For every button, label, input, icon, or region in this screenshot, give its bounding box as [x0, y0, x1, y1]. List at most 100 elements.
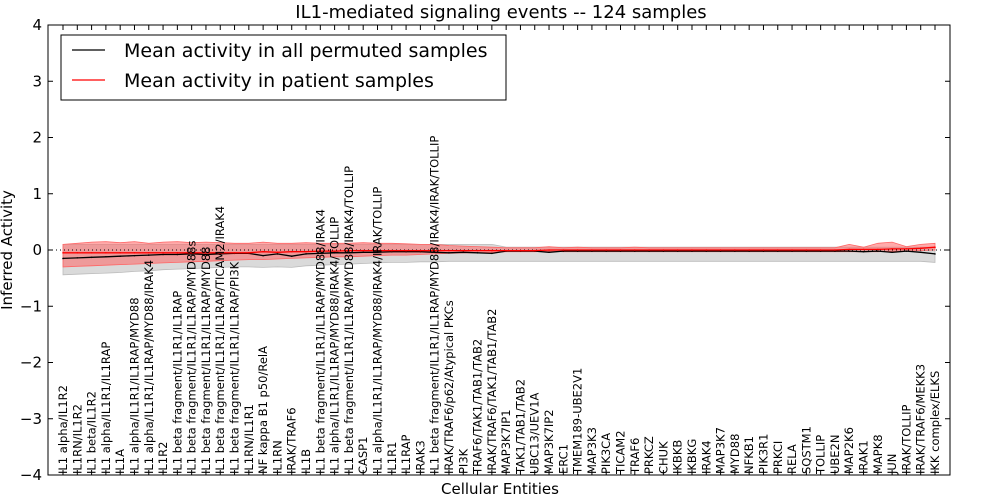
data-point-patient — [90, 252, 93, 254]
data-point-patient — [591, 249, 593, 251]
x-tick-label: IKBKB — [671, 440, 685, 474]
x-tick-label: IRAK3 — [413, 440, 427, 474]
data-point-permuted — [262, 254, 264, 257]
data-point-patient — [390, 249, 393, 252]
x-tick-label: IL1RN/IL1R2 — [70, 404, 84, 474]
y-tick-label: 2 — [32, 129, 42, 147]
x-tick-label: IL1 beta fragment/IL1R1/IL1RAP/MYD88 — [199, 247, 213, 474]
y-tick-label: −4 — [20, 466, 42, 484]
data-point-patient — [505, 249, 507, 252]
data-point-permuted — [705, 250, 708, 252]
x-tick-label: TRAF6 — [628, 438, 642, 475]
data-point-permuted — [676, 250, 679, 252]
data-point-patient — [262, 250, 264, 253]
x-tick-label: IRAK/TRAF6/p62/Atypical PKCs — [442, 300, 456, 474]
data-point-permuted — [162, 253, 164, 256]
data-point-permuted — [719, 250, 722, 252]
data-point-permuted — [90, 256, 93, 259]
x-tick-label: IRAK/TRAF6/TAK1/TAB1/TAB2 — [485, 309, 499, 474]
permuted-mean-line — [62, 250, 936, 260]
x-tick-label: PI3K — [456, 448, 470, 474]
x-tick-label: TOLLIP — [814, 435, 828, 475]
data-point-permuted — [133, 254, 136, 257]
data-point-patient — [877, 248, 879, 251]
x-tick-label: IRAK4 — [699, 440, 713, 474]
data-point-patient — [634, 249, 636, 251]
x-tick-label: IRAK1 — [857, 440, 871, 474]
data-point-permuted — [605, 250, 608, 252]
x-tick-label: MAP3K7IP1 — [499, 409, 513, 474]
x-tick-label: IL1 beta fragment/IL1R1/IL1RAP — [170, 291, 184, 474]
data-point-patient — [162, 252, 164, 254]
legend-label-permuted: Mean activity in all permuted samples — [124, 40, 487, 62]
x-tick-label: IL1 beta/IL1R2 — [85, 391, 99, 474]
data-point-patient — [419, 249, 422, 252]
data-point-permuted — [748, 250, 750, 252]
data-point-permuted — [562, 250, 565, 252]
x-tick-label: RELA — [785, 444, 799, 474]
data-point-permuted — [348, 252, 350, 254]
x-tick-label: TRAF6/TAK1/TAB1/TAB2 — [471, 339, 485, 475]
x-tick-label: IL1 alpha/IL1R1/IL1RAP — [99, 342, 113, 474]
x-tick-label: IKBKG — [685, 439, 699, 474]
data-point-patient — [147, 252, 150, 254]
x-tick-label: MAP3K7IP2 — [542, 409, 556, 474]
data-point-permuted — [62, 257, 64, 260]
data-point-permuted — [576, 250, 579, 252]
data-point-permuted — [662, 250, 665, 252]
y-tick-label: −3 — [20, 410, 42, 428]
data-point-patient — [362, 249, 364, 252]
x-tick-label: TICAM2 — [614, 430, 628, 475]
data-point-permuted — [905, 250, 908, 252]
data-point-permuted — [390, 250, 393, 253]
data-point-patient — [76, 252, 79, 254]
legend-box — [60, 34, 507, 101]
data-point-patient — [276, 251, 279, 254]
data-point-patient — [448, 249, 450, 252]
data-point-permuted — [877, 250, 879, 252]
x-tick-label: PRKCZ — [642, 436, 656, 474]
data-point-permuted — [619, 250, 622, 252]
y-tick-label: 1 — [32, 185, 42, 203]
data-point-patient — [305, 250, 307, 253]
data-point-patient — [433, 249, 436, 252]
data-point-patient — [405, 249, 407, 252]
data-point-patient — [719, 249, 722, 251]
legend-label-patient: Mean activity in patient samples — [124, 70, 434, 92]
data-point-patient — [691, 249, 693, 251]
data-point-patient — [734, 249, 736, 251]
data-point-permuted — [548, 251, 550, 254]
data-point-permuted — [76, 257, 79, 259]
data-point-patient — [476, 249, 479, 252]
data-point-permuted — [448, 252, 450, 254]
x-tick-label: TMEM189-UBE2V1 — [571, 368, 585, 475]
data-point-patient — [762, 249, 765, 251]
data-point-permuted — [634, 250, 636, 252]
data-point-patient — [848, 248, 851, 251]
y-axis-title: Inferred Activity — [0, 190, 16, 310]
x-tick-label: UBE2N — [828, 435, 842, 475]
x-tick-label: IKK complex/ELKS — [928, 371, 942, 474]
x-tick-label: PIK3CA — [599, 433, 613, 474]
data-point-permuted — [376, 251, 379, 254]
data-point-permuted — [805, 250, 808, 252]
x-tick-label: IL1 alpha/IL1R1/IL1RAP/MYD88/IRAK4/TOLLI… — [328, 217, 342, 474]
data-point-permuted — [762, 250, 765, 252]
data-point-permuted — [476, 252, 479, 254]
data-point-permuted — [176, 253, 179, 256]
data-point-patient — [562, 249, 565, 251]
x-tick-label: IL1 alpha/IL1R2 — [56, 385, 70, 474]
data-point-patient — [676, 249, 679, 251]
x-tick-label: SQSTM1 — [799, 426, 813, 474]
data-point-patient — [919, 247, 922, 250]
data-point-permuted — [105, 255, 107, 258]
x-tick-label: TAK1/TAB1/TAB2 — [513, 379, 527, 475]
x-tick-label: IRAK/TRAF6/MEKK3 — [914, 364, 928, 474]
x-tick-label: IL1 beta fragment/IL1R1/IL1RAP/TICAM2/IR… — [213, 206, 227, 474]
x-tick-label: IL1RN — [270, 440, 284, 474]
data-point-permuted — [219, 253, 222, 255]
x-tick-label: JUN — [885, 454, 899, 475]
x-tick-label: IRAK/TRAF6 — [285, 407, 299, 474]
data-point-patient — [605, 249, 608, 251]
